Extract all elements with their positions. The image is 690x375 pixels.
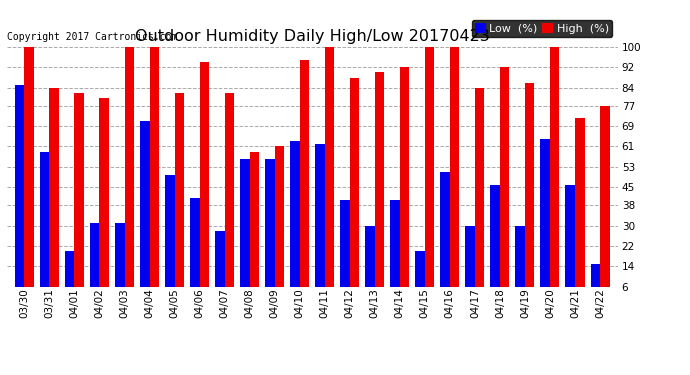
Bar [315, 144, 325, 302]
Bar [391, 200, 400, 302]
Bar [340, 200, 350, 302]
Bar [240, 159, 250, 302]
Bar [140, 121, 150, 302]
Bar [90, 223, 99, 302]
Bar [99, 98, 109, 302]
Bar [591, 264, 600, 302]
Bar [215, 231, 225, 302]
Bar [199, 62, 209, 302]
Bar [400, 67, 409, 302]
Bar [375, 72, 384, 302]
Text: Copyright 2017 Cartronics.com: Copyright 2017 Cartronics.com [7, 32, 177, 42]
Bar [190, 198, 199, 302]
Bar [75, 93, 84, 302]
Bar [250, 152, 259, 302]
Bar [500, 67, 509, 302]
Title: Outdoor Humidity Daily High/Low 20170423: Outdoor Humidity Daily High/Low 20170423 [135, 29, 490, 44]
Bar [299, 60, 309, 302]
Bar [265, 159, 275, 302]
Bar [50, 88, 59, 302]
Bar [365, 226, 375, 302]
Bar [165, 174, 175, 302]
Bar [290, 141, 299, 302]
Bar [175, 93, 184, 302]
Bar [150, 47, 159, 302]
Bar [540, 139, 550, 302]
Bar [475, 88, 484, 302]
Bar [515, 226, 525, 302]
Bar [115, 223, 124, 302]
Bar [600, 106, 609, 302]
Legend: Low  (%), High  (%): Low (%), High (%) [472, 20, 612, 37]
Bar [24, 47, 34, 302]
Bar [325, 47, 334, 302]
Bar [40, 152, 50, 302]
Bar [450, 47, 460, 302]
Bar [15, 85, 24, 302]
Bar [275, 147, 284, 302]
Bar [124, 47, 134, 302]
Bar [465, 226, 475, 302]
Bar [566, 185, 575, 302]
Bar [350, 78, 359, 302]
Bar [525, 82, 535, 302]
Bar [415, 251, 425, 302]
Bar [491, 185, 500, 302]
Bar [440, 172, 450, 302]
Bar [575, 118, 584, 302]
Bar [425, 47, 435, 302]
Bar [65, 251, 75, 302]
Bar [550, 47, 560, 302]
Bar [225, 93, 234, 302]
